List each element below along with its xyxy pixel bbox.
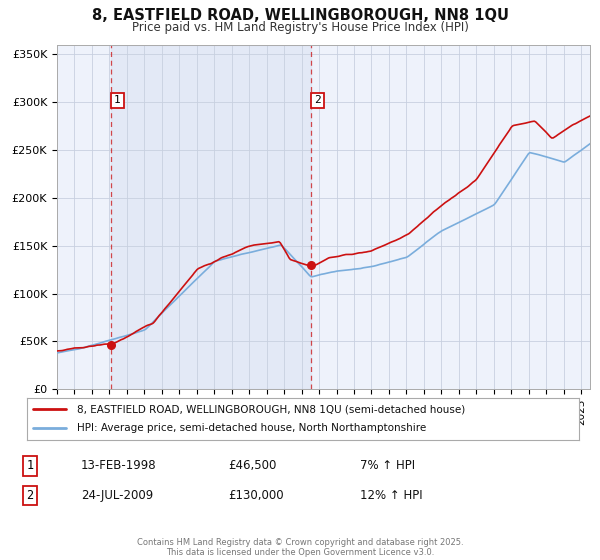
Text: HPI: Average price, semi-detached house, North Northamptonshire: HPI: Average price, semi-detached house,… [77, 423, 426, 433]
Text: 8, EASTFIELD ROAD, WELLINGBOROUGH, NN8 1QU (semi-detached house): 8, EASTFIELD ROAD, WELLINGBOROUGH, NN8 1… [77, 404, 465, 414]
Text: 12% ↑ HPI: 12% ↑ HPI [360, 489, 422, 502]
Text: 24-JUL-2009: 24-JUL-2009 [81, 489, 153, 502]
Text: 8, EASTFIELD ROAD, WELLINGBOROUGH, NN8 1QU: 8, EASTFIELD ROAD, WELLINGBOROUGH, NN8 1… [91, 8, 509, 24]
Text: Contains HM Land Registry data © Crown copyright and database right 2025.
This d: Contains HM Land Registry data © Crown c… [137, 538, 463, 557]
Text: 1: 1 [114, 95, 121, 105]
Text: 2: 2 [314, 95, 321, 105]
Text: 1: 1 [26, 459, 34, 473]
Text: Price paid vs. HM Land Registry's House Price Index (HPI): Price paid vs. HM Land Registry's House … [131, 21, 469, 34]
Text: 2: 2 [26, 489, 34, 502]
Text: 13-FEB-1998: 13-FEB-1998 [81, 459, 157, 473]
Bar [112, 45, 311, 389]
Text: £46,500: £46,500 [228, 459, 277, 473]
Text: £130,000: £130,000 [228, 489, 284, 502]
Text: 7% ↑ HPI: 7% ↑ HPI [360, 459, 415, 473]
